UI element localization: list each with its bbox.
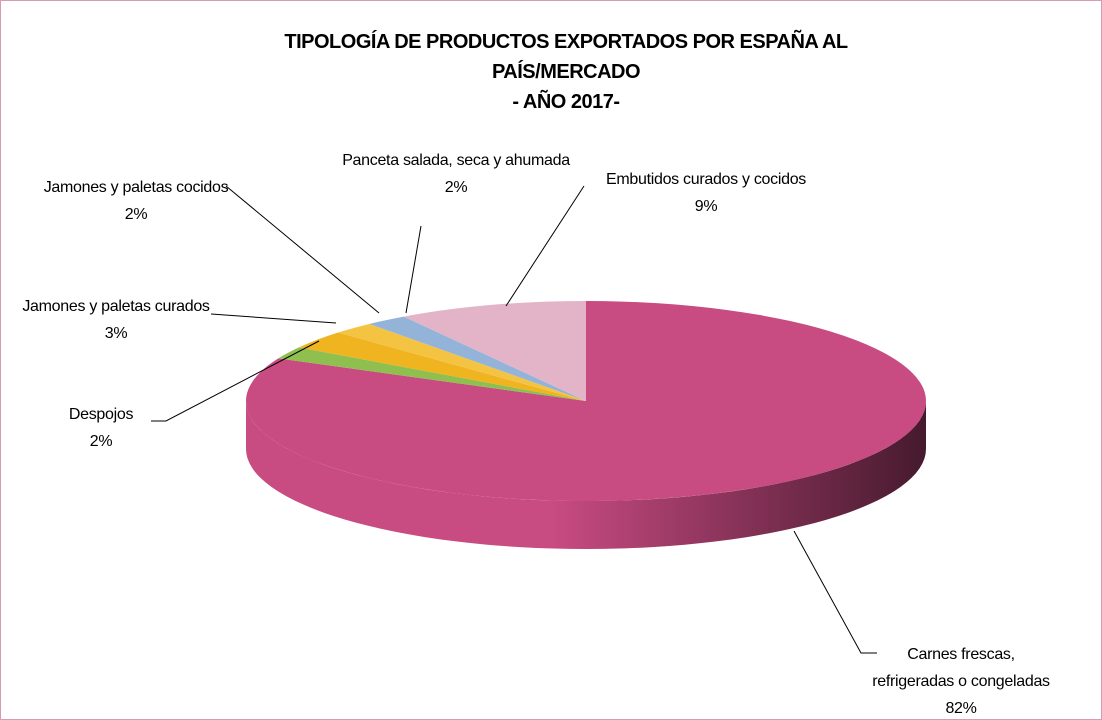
value-label: 82% <box>945 700 977 717</box>
leader-line <box>225 185 380 314</box>
leader-line <box>151 340 320 422</box>
value-label: 2% <box>89 433 113 450</box>
slice-side <box>246 401 926 549</box>
category-label: Panceta salada, seca y ahumada <box>342 152 570 169</box>
value-label: 9% <box>694 198 718 215</box>
category-label: Jamones y paletas curados <box>22 298 210 315</box>
slice <box>369 316 586 401</box>
leader-line <box>505 185 585 307</box>
slice <box>245 301 926 501</box>
chart-title: - AÑO 2017- <box>512 91 620 113</box>
value-label: 3% <box>104 325 128 342</box>
slice <box>403 301 586 401</box>
category-label: Despojos <box>68 406 134 423</box>
value-label: 2% <box>124 206 148 223</box>
data-label: Carnes frescas, refrigeradas o congelada… <box>871 641 1051 719</box>
slice <box>338 323 586 401</box>
category-label: Embutidos curados y cocidos <box>605 171 806 188</box>
category-label: Jamones y paletas cocidos <box>43 179 229 196</box>
data-label: Embutidos curados y cocidos 9% <box>586 166 826 220</box>
leader-line <box>405 225 422 314</box>
data-label: Jamones y paletas cocidos 2% <box>41 174 231 228</box>
category-label: Carnes frescas, refrigeradas o congelada… <box>872 646 1050 690</box>
chart-title: TIPOLOGÍA DE PRODUCTOS EXPORTADOS POR ES… <box>284 31 848 53</box>
data-label: Despojos 2% <box>41 401 161 455</box>
leader-line <box>793 530 877 654</box>
data-label: Jamones y paletas curados 3% <box>21 293 211 347</box>
slice <box>278 347 586 401</box>
chart-title: PAÍS/MERCADO <box>491 61 641 83</box>
slice <box>298 332 586 401</box>
data-label: Panceta salada, seca y ahumada 2% <box>341 147 571 201</box>
leader-line <box>210 313 337 324</box>
value-label: 2% <box>444 179 468 196</box>
